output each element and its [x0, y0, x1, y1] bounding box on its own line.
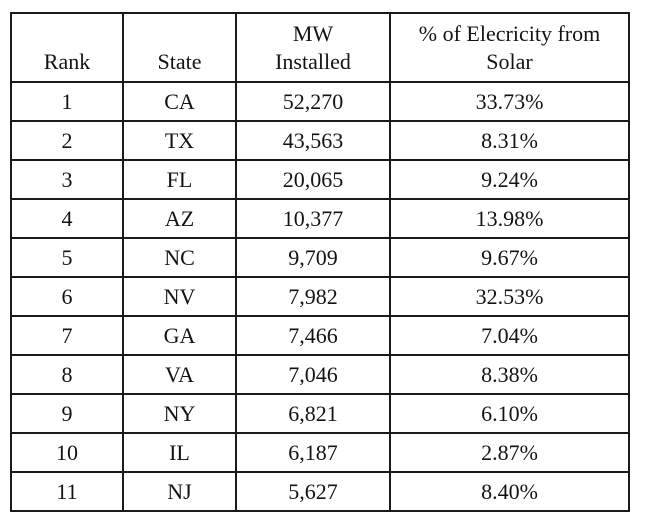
state-cell: VA — [122, 354, 237, 395]
rank-cell: 11 — [10, 471, 124, 512]
percent-cell: 9.24% — [389, 159, 630, 200]
table-row: 11 NJ 5,627 8.40% — [10, 471, 630, 512]
mw-cell: 7,466 — [235, 315, 391, 356]
mw-cell: 5,627 — [235, 471, 391, 512]
state-cell: IL — [122, 432, 237, 473]
table-row: 3 FL 20,065 9.24% — [10, 159, 630, 200]
state-cell: NC — [122, 237, 237, 278]
percent-cell: 8.38% — [389, 354, 630, 395]
percent-cell: 6.10% — [389, 393, 630, 434]
mw-cell: 6,187 — [235, 432, 391, 473]
rank-cell: 5 — [10, 237, 124, 278]
header-percent-solar: % of Elecricity from Solar — [389, 12, 630, 83]
table-row: 9 NY 6,821 6.10% — [10, 393, 630, 434]
rank-cell: 4 — [10, 198, 124, 239]
header-state: State — [122, 12, 237, 83]
mw-cell: 52,270 — [235, 81, 391, 122]
mw-cell: 43,563 — [235, 120, 391, 161]
mw-cell: 7,982 — [235, 276, 391, 317]
mw-cell: 20,065 — [235, 159, 391, 200]
percent-cell: 2.87% — [389, 432, 630, 473]
state-cell: NV — [122, 276, 237, 317]
mw-cell: 7,046 — [235, 354, 391, 395]
header-rank: Rank — [10, 12, 124, 83]
rank-cell: 1 — [10, 81, 124, 122]
table-row: 6 NV 7,982 32.53% — [10, 276, 630, 317]
table-row: 1 CA 52,270 33.73% — [10, 81, 630, 122]
state-cell: NY — [122, 393, 237, 434]
percent-cell: 33.73% — [389, 81, 630, 122]
mw-cell: 9,709 — [235, 237, 391, 278]
rank-cell: 2 — [10, 120, 124, 161]
rank-cell: 6 — [10, 276, 124, 317]
table-row: 8 VA 7,046 8.38% — [10, 354, 630, 395]
percent-cell: 9.67% — [389, 237, 630, 278]
percent-cell: 32.53% — [389, 276, 630, 317]
rank-cell: 8 — [10, 354, 124, 395]
percent-cell: 7.04% — [389, 315, 630, 356]
state-cell: FL — [122, 159, 237, 200]
percent-cell: 8.31% — [389, 120, 630, 161]
mw-cell: 6,821 — [235, 393, 391, 434]
table-row: 2 TX 43,563 8.31% — [10, 120, 630, 161]
table-row: 7 GA 7,466 7.04% — [10, 315, 630, 356]
state-cell: GA — [122, 315, 237, 356]
mw-cell: 10,377 — [235, 198, 391, 239]
header-row: Rank State MW Installed % of Elecricity … — [10, 12, 630, 83]
percent-cell: 13.98% — [389, 198, 630, 239]
rank-cell: 9 — [10, 393, 124, 434]
table-row: 10 IL 6,187 2.87% — [10, 432, 630, 473]
rank-cell: 10 — [10, 432, 124, 473]
rank-cell: 7 — [10, 315, 124, 356]
state-cell: AZ — [122, 198, 237, 239]
table-row: 5 NC 9,709 9.67% — [10, 237, 630, 278]
rank-cell: 3 — [10, 159, 124, 200]
percent-cell: 8.40% — [389, 471, 630, 512]
state-cell: NJ — [122, 471, 237, 512]
solar-table: Rank State MW Installed % of Elecricity … — [10, 12, 630, 512]
header-mw-installed: MW Installed — [235, 12, 391, 83]
table-row: 4 AZ 10,377 13.98% — [10, 198, 630, 239]
state-cell: CA — [122, 81, 237, 122]
state-cell: TX — [122, 120, 237, 161]
